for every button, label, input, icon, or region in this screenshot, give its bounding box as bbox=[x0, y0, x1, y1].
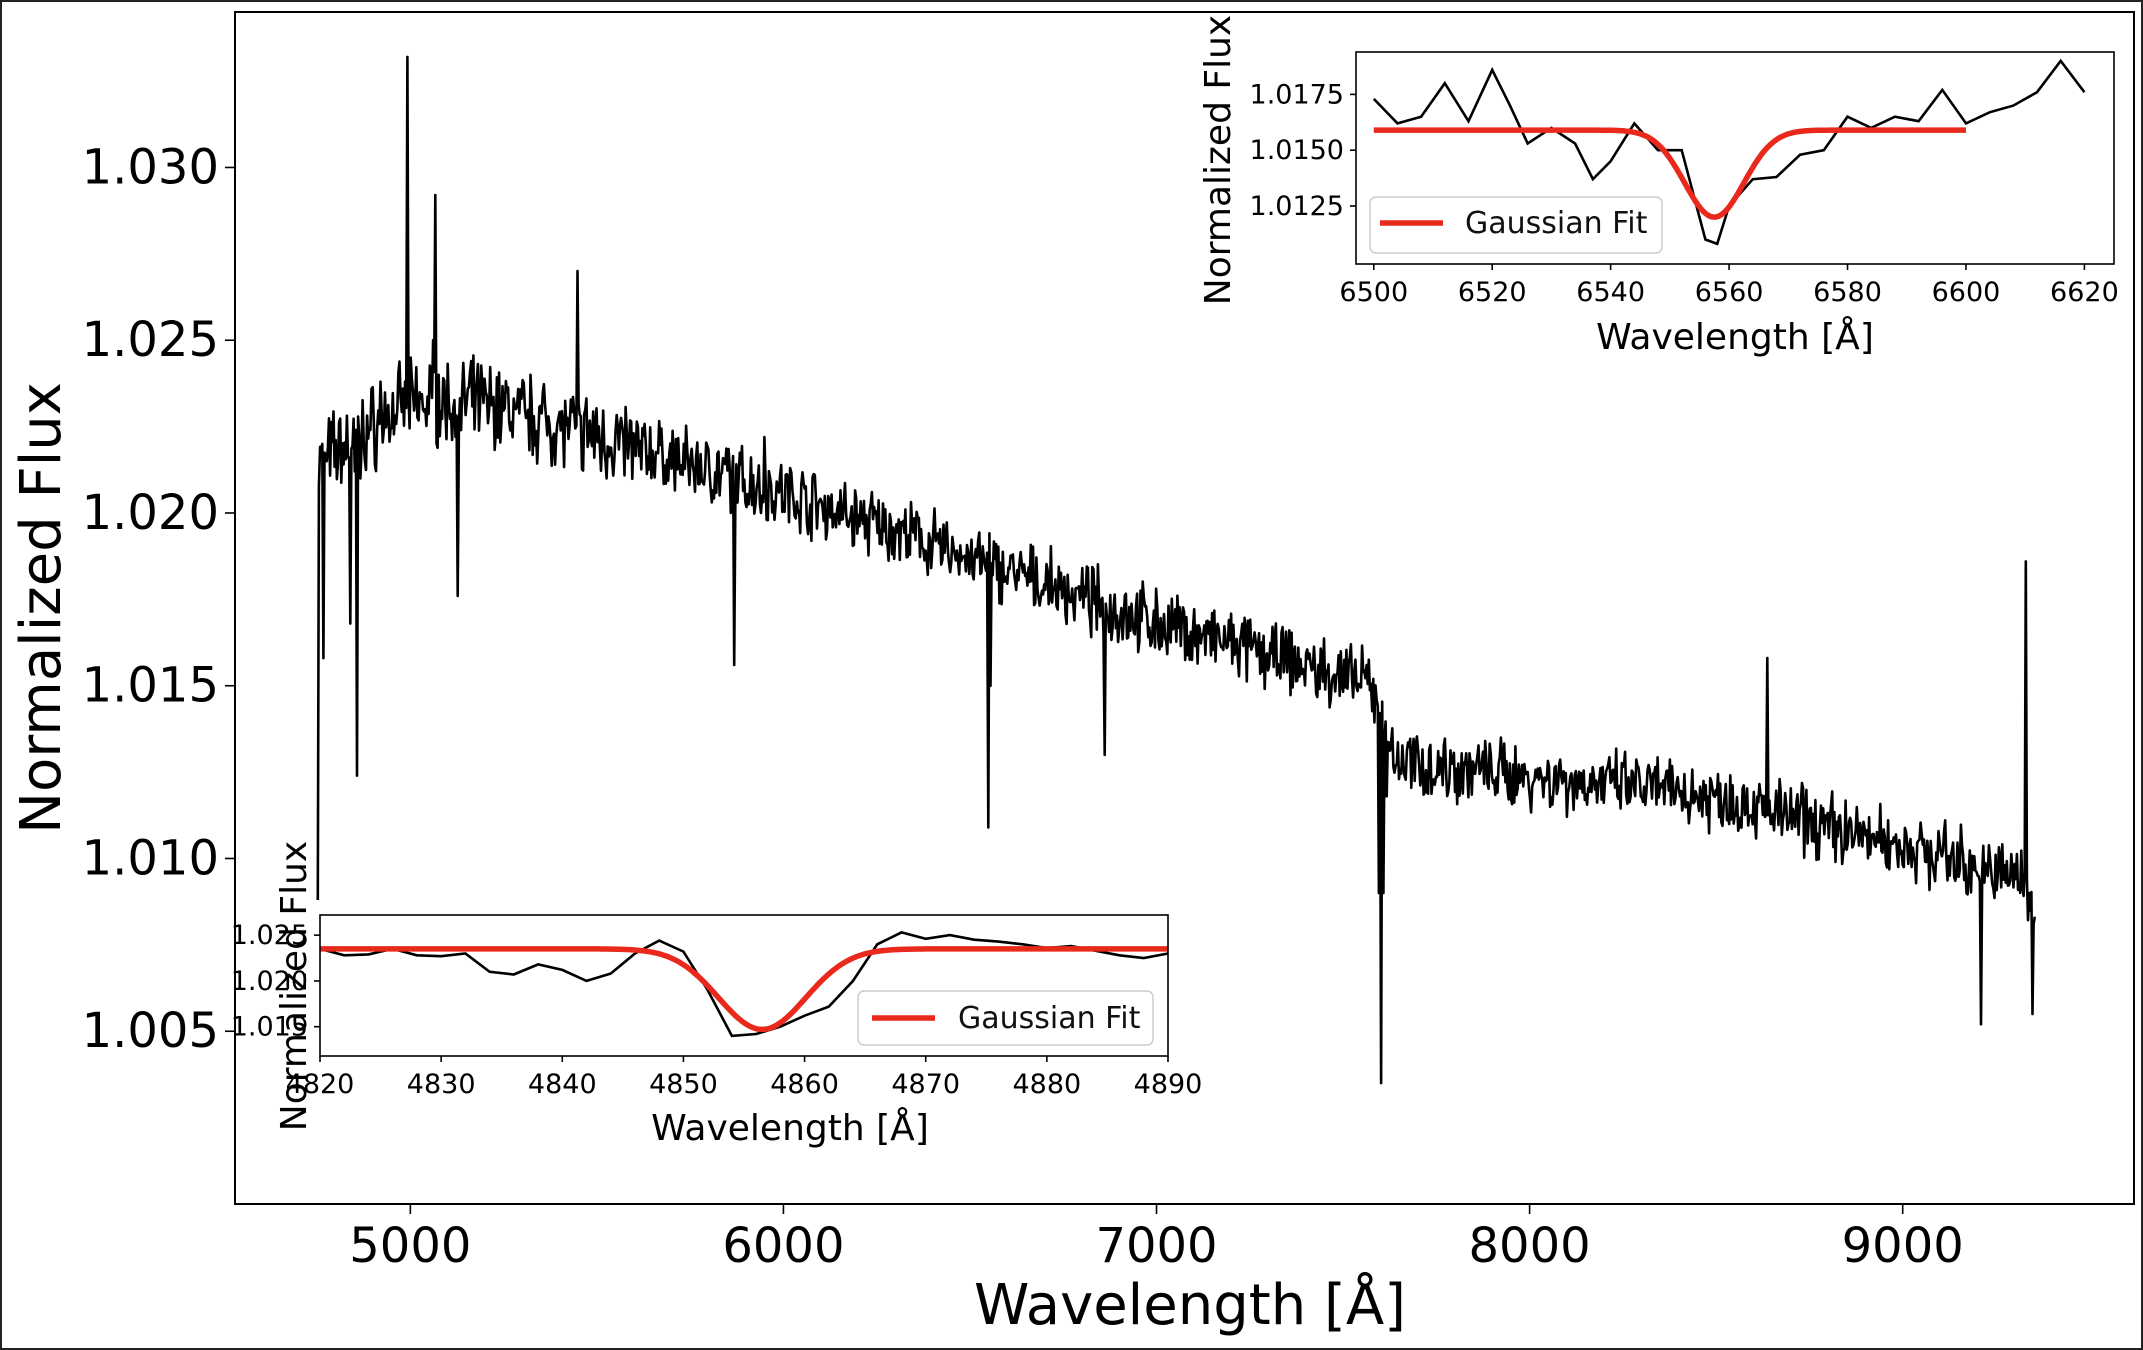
inset-hbeta-legend: Gaussian Fit bbox=[857, 990, 1154, 1046]
inset-hbeta-legend-box bbox=[857, 990, 1154, 1046]
inset-halpha-x-ticks: 6500 6520 6540 6560 6580 6600 6620 bbox=[1339, 264, 2119, 308]
x-tick-label: 6520 bbox=[1458, 277, 1527, 308]
main-axes-frame bbox=[234, 11, 2135, 1205]
x-tick-label: 6000 bbox=[722, 1218, 844, 1274]
x-tick-label: 4890 bbox=[1134, 1069, 1203, 1100]
inset-halpha-legend-label: Gaussian Fit bbox=[1465, 206, 1648, 241]
x-tick-label: 6580 bbox=[1813, 277, 1882, 308]
x-tick-label: 4880 bbox=[1012, 1069, 1081, 1100]
main-x-ticks: 5000 6000 7000 8000 9000 bbox=[349, 1204, 1964, 1274]
inset-hbeta-frame bbox=[319, 914, 1169, 1057]
y-tick-label: 1.005 bbox=[82, 1003, 219, 1059]
spectrum-line bbox=[316, 55, 2037, 1085]
x-tick-label: 4860 bbox=[770, 1069, 839, 1100]
main-x-axis-title: Wavelength [Å] bbox=[974, 1272, 1406, 1338]
main-plot: 5000 6000 7000 8000 9000 1.005 1.010 1.015 1.02… bbox=[9, 11, 2135, 1338]
x-tick-label: 6500 bbox=[1339, 277, 1408, 308]
y-tick-label: 1.020 bbox=[231, 966, 308, 997]
y-tick-label: 1.015 bbox=[231, 1012, 308, 1043]
main-y-ticks: 1.005 1.010 1.015 1.020 1.025 1.030 bbox=[82, 139, 235, 1059]
x-tick-label: 5000 bbox=[349, 1218, 471, 1274]
main-y-axis-title: Normalized Flux bbox=[9, 382, 74, 834]
inset-halpha-x-axis-title: Wavelength [Å] bbox=[1596, 315, 1874, 358]
inset-hbeta-x-axis-title: Wavelength [Å] bbox=[651, 1106, 929, 1149]
inset-halpha-data-line bbox=[1372, 58, 2086, 246]
inset-halpha-legend: Gaussian Fit bbox=[1369, 196, 1663, 254]
inset-halpha-frame bbox=[1355, 51, 2115, 265]
inset-hbeta-gaussian-fit-line bbox=[320, 946, 1168, 1033]
y-tick-label: 1.0150 bbox=[1250, 135, 1344, 166]
x-tick-label: 4840 bbox=[528, 1069, 597, 1100]
x-tick-label: 4870 bbox=[891, 1069, 960, 1100]
y-tick-label: 1.0175 bbox=[1250, 79, 1344, 110]
inset-hbeta-plot: 4820 4830 4840 4850 4860 4870 4880 4890 1.0151.… bbox=[231, 841, 1203, 1149]
inset-halpha-plot: 6500 6520 6540 6560 6580 6600 6620 1.0125 1.015… bbox=[1198, 15, 2119, 358]
inset-halpha-gaussian-fit-line bbox=[1373, 127, 1966, 220]
y-tick-label: 1.0125 bbox=[1250, 191, 1344, 222]
x-tick-label: 7000 bbox=[1095, 1218, 1217, 1274]
inset-hbeta-y-ticks: 1.015 1.020 1.025 bbox=[231, 920, 320, 1043]
inset-hbeta-y-axis-title: Normalized Flux bbox=[274, 841, 315, 1131]
x-tick-label: 4830 bbox=[407, 1069, 476, 1100]
x-tick-label: 6600 bbox=[1932, 277, 2001, 308]
y-tick-label: 1.030 bbox=[82, 139, 219, 195]
inset-halpha-y-ticks: 1.0125 1.0150 1.0175 bbox=[1250, 79, 1356, 222]
x-tick-label: 9000 bbox=[1842, 1218, 1964, 1274]
y-tick-label: 1.020 bbox=[82, 485, 219, 541]
x-tick-label: 8000 bbox=[1469, 1218, 1591, 1274]
y-tick-label: 1.010 bbox=[82, 830, 219, 886]
y-tick-label: 1.015 bbox=[82, 658, 219, 714]
inset-hbeta-data-line bbox=[319, 931, 1169, 1038]
y-tick-label: 1.025 bbox=[231, 920, 308, 951]
x-tick-label: 4820 bbox=[286, 1069, 355, 1100]
x-tick-label: 6560 bbox=[1695, 277, 1764, 308]
inset-halpha-legend-box bbox=[1369, 196, 1663, 254]
inset-hbeta-x-ticks: 4820 4830 4840 4850 4860 4870 4880 4890 bbox=[286, 1056, 1203, 1100]
y-tick-label: 1.025 bbox=[82, 312, 219, 368]
inset-hbeta-legend-label: Gaussian Fit bbox=[958, 1001, 1141, 1036]
x-tick-label: 6620 bbox=[2050, 277, 2119, 308]
x-tick-label: 6540 bbox=[1576, 277, 1645, 308]
inset-halpha-y-axis-title: Normalized Flux bbox=[1198, 15, 1239, 305]
x-tick-label: 4850 bbox=[649, 1069, 718, 1100]
